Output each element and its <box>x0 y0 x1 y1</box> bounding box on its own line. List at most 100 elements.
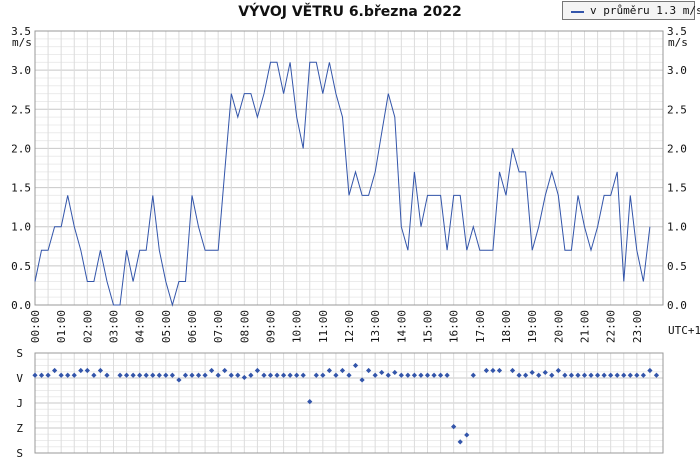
direction-point <box>228 372 234 378</box>
direction-point <box>195 372 202 378</box>
direction-point <box>542 369 548 376</box>
direction-point <box>274 372 280 378</box>
direction-point <box>320 372 326 378</box>
speed-xtick-label: 14:00 <box>395 310 408 343</box>
direction-point <box>594 372 601 378</box>
direction-point <box>280 372 287 378</box>
speed-xtick-label: 02:00 <box>81 310 94 343</box>
direction-point <box>437 372 444 378</box>
direction-point <box>91 372 97 378</box>
direction-point <box>52 367 58 374</box>
speed-xtick-label: 16:00 <box>448 310 461 343</box>
direction-point <box>653 372 660 378</box>
direction-point <box>84 367 90 374</box>
direction-point <box>313 372 319 378</box>
speed-ytick-left: 1.5 <box>11 182 31 195</box>
speed-xtick-label: 10:00 <box>291 310 304 343</box>
direction-point <box>339 367 346 374</box>
speed-xtick-label: 01:00 <box>55 310 68 343</box>
direction-point <box>222 367 228 374</box>
direction-point <box>634 372 640 378</box>
direction-ytick-label: Z <box>16 422 23 435</box>
direction-ytick-label: V <box>16 372 23 385</box>
speed-ytick-right: 2.0 <box>667 142 687 155</box>
direction-point <box>405 372 411 378</box>
speed-xtick-label: 07:00 <box>212 310 225 343</box>
legend-swatch <box>571 11 584 13</box>
direction-point <box>444 372 450 378</box>
speed-xtick-label: 03:00 <box>108 310 121 343</box>
direction-point <box>627 372 633 378</box>
direction-point <box>32 372 38 378</box>
speed-xtick-label: 21:00 <box>579 310 592 343</box>
speed-ylabel-left: m/s <box>12 36 32 49</box>
direction-point <box>483 367 489 374</box>
direction-point <box>38 372 45 378</box>
direction-frame <box>34 352 664 454</box>
direction-point <box>346 372 352 378</box>
direction-point <box>300 372 306 378</box>
direction-point <box>248 372 254 378</box>
direction-grid <box>34 352 664 454</box>
direction-point <box>621 372 627 378</box>
direction-point <box>58 372 64 378</box>
direction-point <box>470 372 476 378</box>
speed-xlabel: UTC+1 <box>668 324 700 337</box>
direction-point <box>326 367 332 374</box>
speed-ytick-right: 2.5 <box>667 103 687 116</box>
speed-xtick-label: 15:00 <box>422 310 435 343</box>
speed-ytick-right: 3.5 <box>667 25 687 38</box>
direction-point <box>235 372 241 378</box>
speed-ytick-left: 0.5 <box>11 260 31 273</box>
direction-point <box>215 372 221 378</box>
direction-point <box>392 369 398 376</box>
direction-series <box>32 362 660 445</box>
speed-ylabel-right: m/s <box>668 36 688 49</box>
speed-xtick-label: 23:00 <box>631 310 644 343</box>
direction-point <box>65 372 71 378</box>
direction-point <box>647 367 653 374</box>
speed-ytick-left: 3.5 <box>11 25 31 38</box>
direction-point <box>45 372 51 378</box>
legend: v průměru 1.3 m/s <box>562 1 700 20</box>
direction-point <box>640 372 646 378</box>
direction-point <box>156 372 162 378</box>
direction-point <box>254 367 261 374</box>
direction-point <box>523 372 529 378</box>
direction-point <box>241 374 247 381</box>
legend-label: v průměru 1.3 m/s <box>590 4 700 17</box>
direction-point <box>431 372 437 378</box>
speed-series <box>34 61 651 307</box>
direction-point <box>130 372 136 378</box>
speed-xtick-label: 22:00 <box>605 310 618 343</box>
speed-xtick-label: 19:00 <box>526 310 539 343</box>
speed-xtick-label: 18:00 <box>500 310 513 343</box>
speed-ytick-right: 0.0 <box>667 299 687 312</box>
direction-point <box>398 372 404 378</box>
direction-point <box>608 372 614 378</box>
speed-xtick-label: 05:00 <box>160 310 173 343</box>
direction-point <box>372 372 378 378</box>
direction-point <box>588 372 594 378</box>
speed-ytick-right: 3.0 <box>667 64 687 77</box>
direction-point <box>189 372 195 378</box>
direction-point <box>294 372 300 378</box>
direction-point <box>581 372 588 378</box>
speed-ytick-left: 2.5 <box>11 103 31 116</box>
direction-point <box>267 372 274 378</box>
speed-xtick-label: 20:00 <box>552 310 565 343</box>
direction-point <box>123 372 130 378</box>
direction-ytick-label: J <box>16 397 23 410</box>
speed-ytick-left: 2.0 <box>11 142 31 155</box>
speed-series-line <box>34 61 651 307</box>
direction-point <box>568 372 575 378</box>
speed-axes: 0.0 0.0 0.5 0.5 1.0 1.0 1.5 1.5 2.0 2.0 2.5 2.5 3.0 3… <box>11 25 700 343</box>
direction-point <box>516 372 522 378</box>
speed-frame <box>34 30 664 306</box>
direction-point <box>163 372 169 378</box>
direction-point <box>575 372 581 378</box>
direction-point <box>97 367 104 374</box>
speed-xtick-label: 00:00 <box>29 310 42 343</box>
direction-point <box>143 372 149 378</box>
